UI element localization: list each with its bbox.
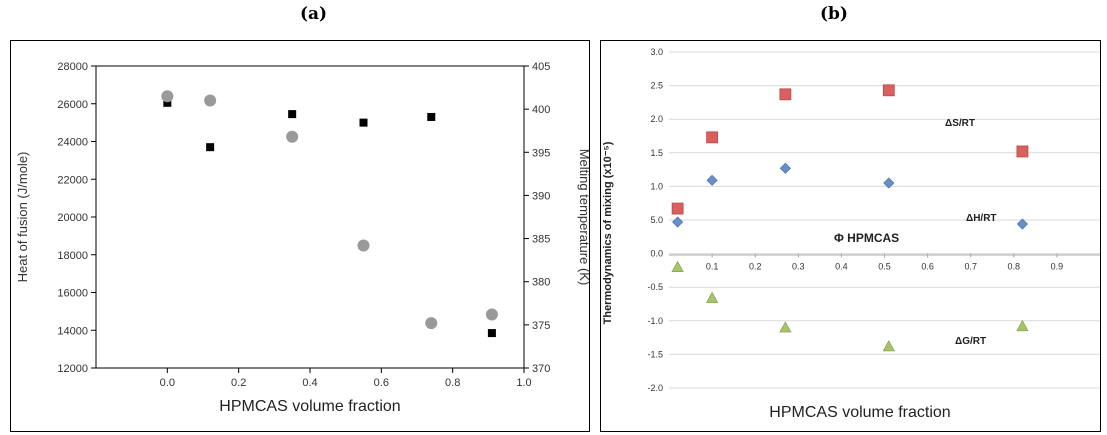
chart-b-y-tick-label: 3.0 [650, 47, 663, 57]
panel-b-title: (b) [820, 4, 848, 24]
chart-b-annotation-dh: ΔH/RT [966, 213, 997, 224]
chart-a-heat-of-fusion-point [206, 143, 215, 152]
chart-a-melting-temperature-point [485, 308, 498, 321]
chart-a-x-tick-label: 0.0 [160, 377, 175, 389]
chart-b-y-tick-label: 2.5 [650, 81, 663, 91]
chart-b-entropy-point [779, 88, 792, 101]
chart-b-gibbs-point [671, 260, 684, 272]
chart-b-enthalpy-point [706, 174, 718, 186]
chart-a-heat-of-fusion-point [427, 112, 436, 121]
chart-b-x-tick-label: 0.1 [706, 262, 719, 272]
chart-a-x-tick-label: 0.8 [445, 377, 460, 389]
chart-a-y2-tick-label: 405 [532, 61, 550, 73]
chart-a-melting-temperature-point [161, 90, 174, 103]
chart-b-gibbs-point [705, 291, 719, 303]
chart-b-x-tick-label: 0.6 [921, 262, 934, 272]
chart-b-x-tick-label: 0.9 [1051, 262, 1064, 272]
chart-b-gibbs-point [779, 321, 792, 333]
chart-a: 0.0 0.2 0.4 0.6 0.8 1.0 12000 14000 16000 18000 20… [10, 40, 591, 432]
chart-b-entropy-point [1016, 145, 1029, 158]
chart-b-frame [600, 40, 1101, 432]
chart-b-enthalpy-point [672, 216, 684, 228]
chart-a-x-tick-label: 0.4 [302, 377, 317, 389]
chart-a-melting-temperature-point [204, 94, 217, 107]
chart-b: -2.0 -1.5 -1.0 -0.5 0.0 5.0 1.0 1.5 2.0 2.5 3.0 0.1… [600, 40, 1101, 432]
chart-a-y2-tick-label: 375 [532, 320, 550, 332]
chart-a-y-tick-label: 22000 [57, 174, 88, 186]
chart-a-y-tick-label: 18000 [57, 250, 88, 262]
chart-b-x-tick-label: 0.7 [964, 262, 977, 272]
chart-a-y2label: Melting temperature (K) [577, 149, 591, 286]
chart-a-y2-tick-label: 370 [532, 363, 550, 375]
chart-b-enthalpy-point [883, 177, 895, 189]
chart-a-y-tick-label: 28000 [57, 61, 88, 73]
chart-b-enthalpy-point [779, 162, 791, 174]
chart-a-x-tick-label: 0.6 [374, 377, 389, 389]
chart-b-x-tick-label: 0.3 [792, 262, 805, 272]
chart-a-y-tick-label: 26000 [57, 99, 88, 111]
chart-b-y-tick-label: -1.5 [647, 349, 663, 359]
chart-b-ylabel: Thermodynamics of mixing (x10⁻⁵) [602, 141, 614, 324]
chart-a-y2-tick-label: 380 [532, 277, 550, 289]
chart-b-y-tick-label: -1.0 [647, 316, 663, 326]
chart-a-heat-of-fusion-point [163, 98, 172, 107]
chart-b-gibbs-point [882, 340, 895, 352]
chart-b-gibbs-point [1016, 319, 1029, 332]
chart-a-xlabel: HPMCAS volume fraction [219, 398, 400, 415]
chart-b-annotation-dg: ΔG/RT [955, 336, 986, 347]
chart-b-entropy-point [882, 84, 895, 97]
chart-b-y-tick-label: 0.0 [650, 249, 663, 259]
chart-a-melting-temperature-point [357, 239, 370, 252]
chart-b-y-tick-label: 1.5 [650, 148, 663, 158]
chart-a-y2-tick-label: 390 [532, 190, 550, 202]
chart-b-y-tick-label: 1.0 [650, 181, 663, 191]
chart-a-x-tick-label: 1.0 [516, 377, 531, 389]
panel-a-title: (a) [300, 4, 328, 24]
chart-b-x-tick-label: 0.4 [835, 262, 848, 272]
chart-a-y-tick-label: 24000 [57, 137, 88, 149]
chart-a-heat-of-fusion-point [288, 110, 297, 119]
chart-a-y-tick-label: 20000 [57, 212, 88, 224]
chart-a-y2-tick-label: 385 [532, 234, 550, 246]
chart-a-y-tick-label: 16000 [57, 288, 88, 300]
chart-a-y2-tick-label: 400 [532, 104, 550, 116]
chart-b-entropy-point [671, 202, 684, 215]
chart-b-x-tick-label: 0.2 [749, 262, 762, 272]
chart-b-y-tick-label: -2.0 [647, 383, 663, 393]
chart-a-y-tick-label: 14000 [57, 325, 88, 337]
chart-a-melting-temperature-point [286, 130, 299, 143]
chart-b-enthalpy-point [1016, 218, 1028, 230]
chart-b-y-tick-label: 2.0 [650, 114, 663, 124]
chart-a-ylabel: Heat of fusion (J/mole) [15, 152, 30, 283]
chart-a-heat-of-fusion-point [359, 118, 368, 127]
chart-a-melting-temperature-point [425, 317, 438, 330]
chart-a-heat-of-fusion-point [487, 329, 496, 338]
chart-a-frame [10, 40, 590, 432]
chart-b-entropy-point [706, 131, 718, 144]
chart-b-y-tick-label: -0.5 [647, 282, 663, 292]
chart-b-annotation-ds: ΔS/RT [945, 118, 975, 129]
chart-b-y-tick-label: 5.0 [650, 215, 663, 225]
chart-b-x-tick-label: 0.8 [1008, 262, 1021, 272]
chart-b-xlabel: HPMCAS volume fraction [769, 404, 950, 421]
chart-b-annotation-phi: Φ HPMCAS [834, 231, 899, 245]
chart-a-x-tick-label: 0.2 [231, 377, 246, 389]
chart-a-y-tick-label: 12000 [57, 363, 88, 375]
chart-a-y2-tick-label: 395 [532, 147, 550, 159]
chart-b-x-tick-label: 0.5 [878, 262, 891, 272]
